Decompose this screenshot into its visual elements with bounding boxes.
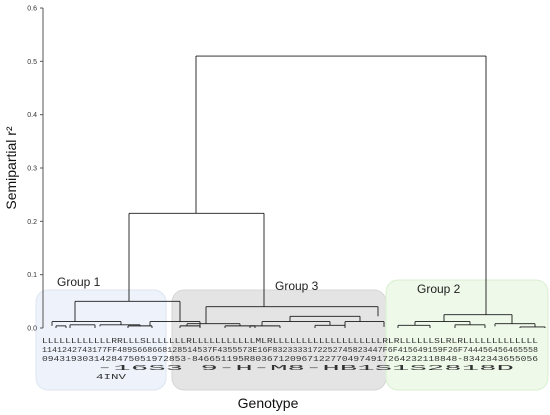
y-axis-label: Semipartial r² (3, 126, 19, 210)
dendrogram-links (51, 55, 546, 328)
y-tick-label: 0.0 (27, 326, 37, 333)
genotype-labels-row-1: LLLLLLLLLLLLRRLLLSLLLLLLLRLLLLLLLLLLLMLR… (42, 338, 539, 346)
y-axis-ticks: 0.0 0.1 0.2 0.3 0.4 0.5 0.6 (27, 6, 43, 333)
genotype-labels-row-5: 4INV (96, 374, 127, 382)
y-tick-label: 0.4 (27, 112, 37, 119)
y-tick-label: 0.2 (27, 219, 37, 226)
genotype-labels-row-3: 0943193031428475051972853-846651195R8036… (42, 356, 539, 364)
y-tick-label: 0.1 (27, 272, 37, 279)
group-3-label: Group 3 (275, 279, 319, 293)
x-axis-label: Genotype (238, 395, 299, 411)
group-2-region (385, 279, 549, 391)
y-tick-label: 0.5 (27, 59, 37, 66)
group-2-label: Group 2 (417, 282, 461, 296)
group-1-label: Group 1 (57, 275, 101, 289)
y-tick-label: 0.6 (27, 6, 37, 13)
genotype-labels-row-2: 1141242743177FF489S668668128514537F43555… (42, 347, 538, 355)
genotype-labels-row-4: -16S3 9-H-M8-HB1S1S2818D (96, 365, 516, 373)
group-1-region (35, 289, 167, 391)
y-tick-label: 0.3 (27, 166, 37, 173)
